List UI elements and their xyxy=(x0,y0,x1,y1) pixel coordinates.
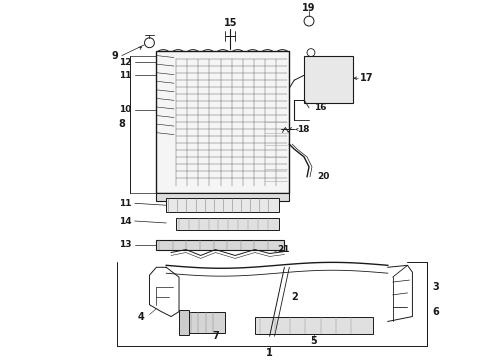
Bar xyxy=(156,193,289,201)
Text: 11: 11 xyxy=(119,71,132,80)
Text: 8: 8 xyxy=(118,120,125,130)
Text: 17: 17 xyxy=(360,73,374,83)
Text: 18: 18 xyxy=(297,125,310,134)
Text: 14: 14 xyxy=(119,216,132,225)
Bar xyxy=(304,55,353,103)
Text: 9: 9 xyxy=(111,50,118,60)
Text: 12: 12 xyxy=(119,58,132,67)
Bar xyxy=(255,316,373,334)
Text: 6: 6 xyxy=(432,307,439,316)
Text: 3: 3 xyxy=(432,282,439,292)
Bar xyxy=(186,312,225,333)
Bar xyxy=(156,51,289,193)
Bar xyxy=(179,310,189,335)
Text: 20: 20 xyxy=(317,172,329,181)
Text: 21: 21 xyxy=(277,245,290,254)
Bar xyxy=(156,240,284,249)
Text: 13: 13 xyxy=(119,240,132,249)
Text: 1: 1 xyxy=(266,348,273,358)
Bar xyxy=(176,218,279,230)
Text: 10: 10 xyxy=(120,105,132,114)
Text: 5: 5 xyxy=(311,336,318,346)
Text: 16: 16 xyxy=(314,103,326,112)
Text: 15: 15 xyxy=(223,18,237,28)
Text: 4: 4 xyxy=(138,311,145,321)
Text: 11: 11 xyxy=(119,199,132,208)
Text: 2: 2 xyxy=(291,292,298,302)
Text: 19: 19 xyxy=(302,3,316,13)
Text: 7: 7 xyxy=(212,331,219,341)
Bar xyxy=(166,198,279,212)
